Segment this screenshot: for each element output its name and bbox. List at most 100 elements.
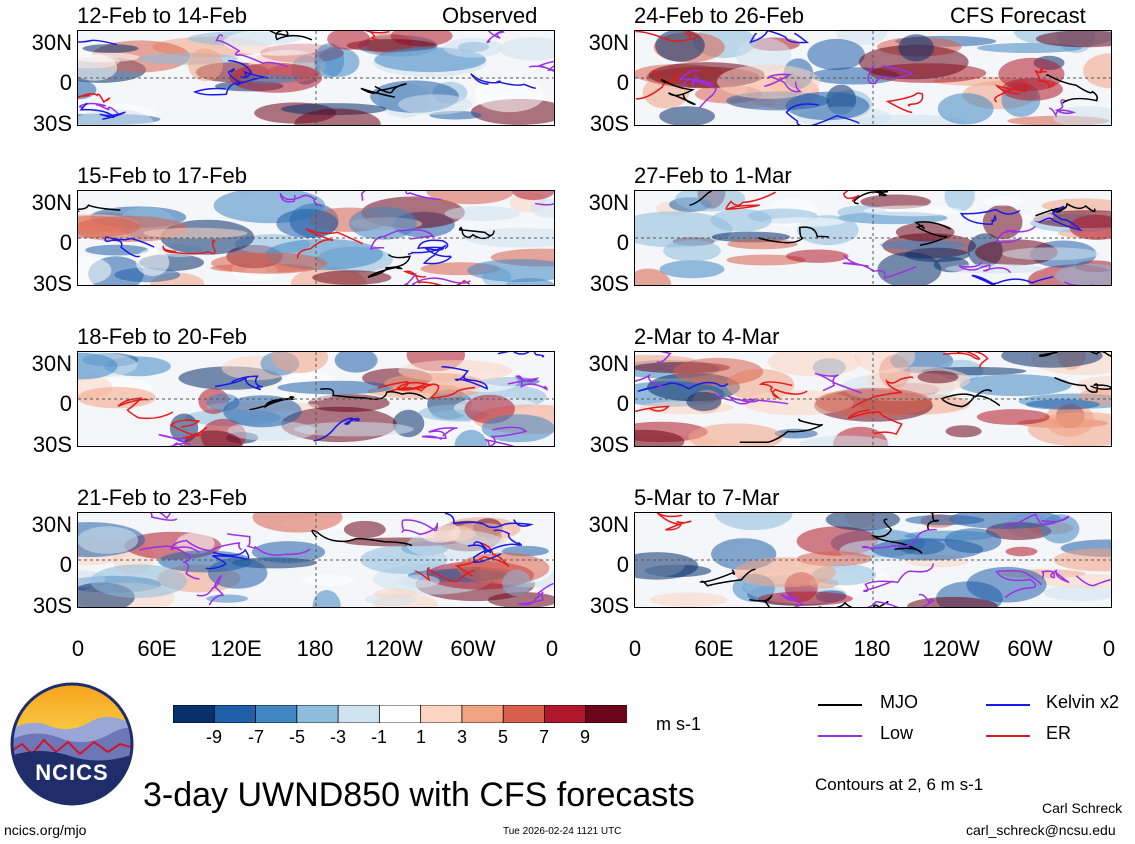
contour-line [725, 191, 776, 211]
colorbar-label: -7 [247, 727, 265, 747]
observed-label: Observed [442, 3, 538, 28]
colorbar-swatch [544, 704, 587, 724]
anomaly-blob [512, 191, 554, 201]
author-email[interactable]: carl_schreck@ncsu.edu [966, 822, 1116, 838]
map-panel-fcst-1 [634, 30, 1112, 126]
main-title: 3-day UWND850 with CFS forecasts [143, 776, 695, 814]
map-panel-fcst-2 [634, 190, 1112, 286]
contour-line [1041, 569, 1070, 584]
contour-line [367, 31, 379, 41]
y-tick-label: 0 [59, 391, 72, 416]
contour-line [785, 103, 860, 125]
anomaly-blob [143, 227, 248, 239]
contour-line [226, 532, 311, 556]
contour-line [758, 381, 808, 399]
anomaly-blob [635, 268, 672, 285]
anomaly-blob [223, 395, 302, 428]
anomaly-blob [1002, 247, 1100, 261]
contour-line [656, 513, 692, 531]
colorbar-label: 1 [415, 727, 427, 747]
contour-line [486, 31, 505, 44]
anomaly-blob [1036, 574, 1111, 588]
colorbar-label: 7 [538, 727, 550, 747]
anomaly-blob [854, 352, 916, 374]
contour-line [484, 426, 528, 446]
anomaly-blob [1005, 546, 1038, 557]
anomaly-blob [663, 240, 721, 262]
x-tick-label: 0 [628, 636, 642, 661]
anomaly-blob [1043, 585, 1111, 601]
contour-line [861, 528, 937, 552]
anomaly-blob [1053, 548, 1111, 572]
contour-line [78, 204, 121, 212]
legend-label-kelvin: Kelvin x2 [1046, 692, 1120, 712]
contour-line [139, 545, 200, 580]
anomaly-blob [733, 557, 836, 588]
contour-line [1038, 205, 1083, 231]
panel-title: 18-Feb to 20-Feb [77, 324, 247, 349]
contour-line [1038, 352, 1111, 357]
y-tick-label: 0 [59, 552, 72, 577]
anomaly-blob [649, 592, 728, 607]
contour-line [78, 39, 118, 46]
anomaly-blob [1027, 412, 1111, 446]
colorbar-swatch [378, 704, 422, 724]
contour-line [748, 31, 810, 44]
contour-line [942, 352, 989, 369]
contour-line [814, 372, 862, 394]
contour-line [656, 352, 672, 364]
colorbar-label: -3 [329, 727, 347, 747]
y-tick-label: 0 [616, 230, 629, 255]
anomaly-blob [735, 37, 792, 73]
y-tick-label: 30S [32, 111, 72, 136]
contour-line [635, 70, 679, 100]
contour-line [369, 229, 435, 250]
contour-line [851, 376, 914, 409]
anomaly-blob [815, 387, 933, 417]
contour-line [401, 519, 439, 536]
y-tick-label: 30S [32, 271, 72, 296]
map-panel-obs-3 [77, 351, 555, 447]
contour-line [764, 73, 802, 93]
panel-title: 27-Feb to 1-Mar [634, 163, 792, 188]
anomaly-blob [373, 588, 417, 599]
anomaly-blob [78, 54, 118, 81]
map-panel-fcst-4 [634, 512, 1112, 608]
anomaly-blob [312, 270, 392, 285]
anomaly-blob [710, 208, 772, 232]
y-tick-label: 30N [588, 351, 629, 376]
colorbar [172, 704, 628, 724]
contour-line [914, 221, 952, 247]
anomaly-blob [343, 520, 386, 539]
panel-title: 21-Feb to 23-Feb [77, 485, 247, 510]
colorbar-label: 9 [579, 727, 591, 747]
contour-line [313, 417, 360, 442]
site-url[interactable]: ncics.org/mjo [4, 822, 87, 838]
anomaly-blob [85, 244, 149, 256]
contour-line [660, 78, 696, 106]
anomaly-blob [727, 238, 798, 250]
contour-line [215, 34, 289, 68]
anomaly-blob [895, 222, 955, 242]
anomaly-blob [301, 574, 355, 586]
x-tick-label: 0 [1102, 636, 1116, 661]
contour-line [377, 381, 434, 391]
contour-line [699, 568, 756, 587]
anomaly-blob [334, 352, 378, 373]
ncics-logo: NCICS [10, 682, 134, 806]
panel-title: 15-Feb to 17-Feb [77, 163, 247, 188]
contour-line [228, 59, 269, 86]
y-tick-label: 30N [31, 190, 72, 215]
y-tick-label: 30N [31, 351, 72, 376]
contour-line [470, 73, 536, 90]
colorbar-swatch [461, 704, 505, 724]
contour-line [170, 539, 242, 554]
anomaly-blob [763, 217, 845, 227]
y-tick-label: 30S [32, 593, 72, 618]
anomaly-blob [467, 259, 554, 282]
anomaly-blob [82, 44, 139, 53]
colorbar-units: m s-1 [656, 714, 701, 734]
y-tick-label: 30N [31, 30, 72, 55]
colorbar-swatch [213, 704, 257, 724]
contour-line [158, 433, 192, 446]
